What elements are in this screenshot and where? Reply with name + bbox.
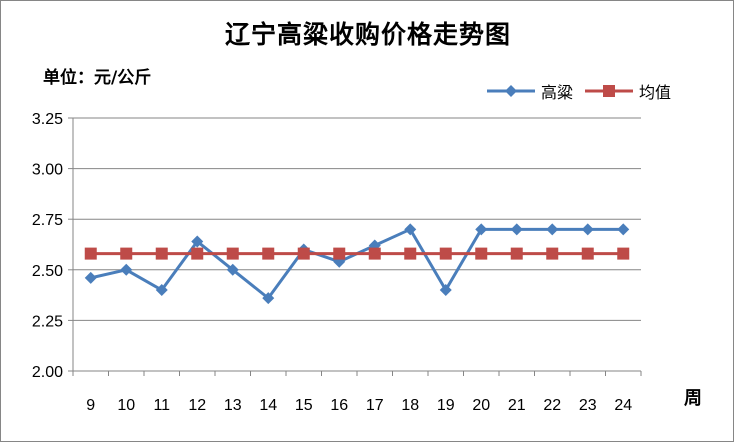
- data-point-sorghum: [120, 263, 133, 276]
- data-point-sorghum: [581, 223, 594, 236]
- data-point-sorghum: [226, 263, 239, 276]
- data-point-sorghum: [439, 284, 452, 297]
- data-point-mean: [404, 247, 417, 260]
- series-line-sorghum: [90, 227, 624, 300]
- x-tick-label: 17: [366, 397, 384, 414]
- x-tick-label: 14: [259, 397, 277, 414]
- data-point-sorghum: [617, 223, 630, 236]
- legend-key-mean: [585, 85, 634, 97]
- data-point-sorghum: [191, 235, 204, 248]
- data-point-mean: [617, 247, 630, 260]
- x-tick-label: 18: [401, 397, 419, 414]
- x-tick-label: 23: [579, 397, 597, 414]
- data-point-sorghum: [546, 223, 559, 236]
- legend-key-sorghum: [487, 85, 535, 97]
- legend-item-sorghum: 高粱: [485, 79, 573, 103]
- x-tick-label: 16: [330, 397, 348, 414]
- data-point-mean: [191, 247, 204, 260]
- y-tick-label: 2.50: [32, 263, 63, 280]
- legend-label-sorghum: 高粱: [541, 83, 574, 102]
- legend: 高粱 均值: [485, 79, 681, 103]
- data-point-mean: [262, 247, 275, 260]
- data-point-sorghum: [510, 223, 523, 236]
- data-point-mean: [546, 247, 559, 260]
- unit-label: 单位：元/公斤: [43, 68, 152, 88]
- data-point-sorghum: [475, 223, 488, 236]
- x-axis-label: 周: [684, 388, 702, 409]
- data-point-mean: [297, 247, 310, 260]
- y-tick-label: 3.25: [32, 111, 63, 128]
- y-tick-label: 2.00: [32, 364, 63, 381]
- x-tick-label: 15: [295, 397, 313, 414]
- y-tick-label: 2.75: [32, 212, 63, 229]
- x-tick-label: 24: [614, 397, 632, 414]
- data-point-mean: [581, 247, 594, 260]
- x-tick-label: 19: [437, 397, 455, 414]
- legend-item-mean: 均值: [583, 79, 671, 103]
- x-tick-label: 13: [224, 397, 242, 414]
- x-tick-label: 10: [117, 397, 135, 414]
- x-tick-label: 20: [472, 397, 490, 414]
- data-point-mean: [226, 247, 239, 260]
- y-tick-label: 2.25: [32, 313, 63, 330]
- data-point-sorghum: [262, 292, 275, 305]
- x-tick-label: 12: [188, 397, 206, 414]
- data-point-sorghum: [404, 223, 417, 236]
- chart-title: 辽宁高粱收购价格走势图: [224, 20, 511, 49]
- data-point-mean: [475, 247, 488, 260]
- data-point-sorghum: [155, 284, 168, 297]
- data-point-mean: [333, 247, 346, 260]
- x-tick-label: 21: [508, 397, 526, 414]
- x-tick-label: 9: [86, 397, 95, 414]
- x-tick-label: 22: [543, 397, 561, 414]
- data-point-mean: [120, 247, 133, 260]
- y-tick-label: 3.00: [32, 162, 63, 179]
- data-point-mean: [439, 247, 452, 260]
- data-point-mean: [510, 247, 523, 260]
- data-point-sorghum: [84, 271, 97, 284]
- data-point-mean: [368, 247, 381, 260]
- legend-label-mean: 均值: [639, 83, 672, 102]
- x-tick-label: 11: [153, 397, 170, 414]
- data-point-mean: [155, 247, 168, 260]
- data-point-mean: [84, 247, 97, 260]
